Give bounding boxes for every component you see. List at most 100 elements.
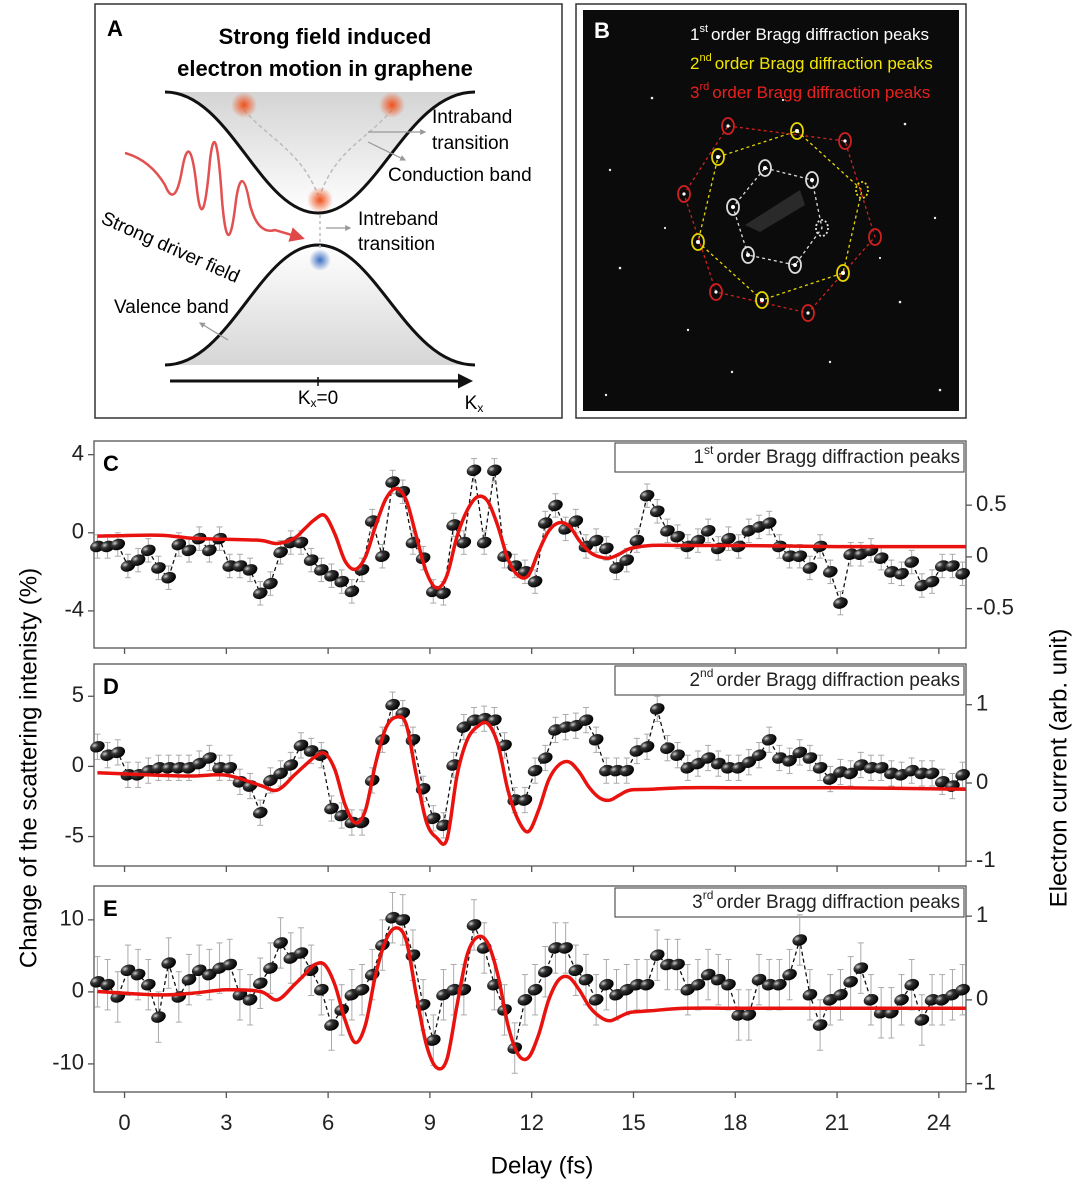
title-sup: rd (703, 888, 714, 902)
annotation: Conduction band (388, 165, 532, 186)
x-tick-label: 6 (322, 1110, 334, 1135)
data-point (955, 568, 970, 580)
y-tick-label: 0 (72, 519, 84, 544)
conduction-band-fill (165, 92, 475, 213)
data-point (772, 978, 787, 991)
data-point (263, 774, 278, 787)
data-point (782, 968, 797, 981)
data-point (344, 585, 360, 598)
data-point (945, 560, 960, 572)
panel-title: 2nd order Bragg diffraction peaks (689, 666, 960, 691)
panel-label: A (107, 16, 123, 41)
annotation-box (614, 442, 965, 473)
data-point (334, 809, 349, 822)
k-axis-label: Kx (465, 393, 484, 415)
data-point (873, 762, 889, 774)
y-tick-label: -10 (52, 1050, 84, 1075)
title-sup: nd (700, 666, 713, 680)
data-point (242, 564, 258, 576)
data-point (252, 806, 268, 819)
data-point (385, 476, 400, 488)
panel-label: B (594, 18, 610, 43)
data-point (812, 762, 828, 774)
data-point (487, 464, 502, 477)
y2-tick-label: 1 (976, 902, 988, 927)
data-point (324, 1019, 339, 1031)
data-point (649, 949, 665, 961)
data-point (639, 740, 655, 753)
title-number: 3 (692, 892, 703, 913)
driver-field-wave (124, 140, 305, 242)
legend-sup: rd (699, 81, 709, 93)
data-point (537, 752, 553, 764)
background-spots (604, 96, 942, 397)
annotation: Intreband (358, 209, 438, 230)
annotation: transition (358, 234, 435, 255)
data-point (741, 1009, 757, 1021)
data-point (700, 525, 716, 537)
data-point (639, 978, 655, 991)
hole (309, 249, 331, 271)
data-point (151, 1011, 166, 1023)
data-point (456, 536, 472, 549)
data-point (670, 749, 685, 761)
data-point (660, 525, 675, 537)
title-sup: st (704, 443, 714, 457)
data-point (548, 499, 563, 512)
data-point (466, 919, 482, 931)
legend-entry: 2nd order Bragg diffraction peaks (690, 52, 933, 74)
y2-tick-label: 0 (976, 986, 988, 1011)
data-point (792, 934, 808, 946)
legend-text: order Bragg diffraction peaks (711, 25, 929, 44)
data-point (711, 973, 726, 986)
data-point (426, 1034, 441, 1046)
legend-text: order Bragg diffraction peaks (712, 83, 930, 102)
data-point (293, 536, 309, 549)
electron (307, 187, 333, 213)
data-point (436, 819, 451, 832)
pointer (198, 322, 229, 341)
data-point (324, 802, 339, 815)
panel-label: D (103, 674, 119, 699)
data-point (802, 562, 818, 574)
data-point (222, 958, 238, 971)
y2-tick-label: -0.5 (976, 594, 1014, 619)
electron (379, 92, 405, 118)
data-point (283, 759, 299, 771)
data-point (130, 554, 146, 566)
data-point (588, 733, 604, 746)
data-point (517, 794, 533, 806)
data-point (894, 994, 909, 1006)
data-point (741, 756, 757, 768)
data-point (599, 978, 614, 991)
data-point (568, 515, 584, 527)
data-point (202, 968, 217, 981)
data-point (537, 965, 553, 978)
data-point (853, 962, 869, 974)
data-point (751, 749, 767, 761)
panel-title: 3rd order Bragg diffraction peaks (692, 888, 960, 913)
beam-block (745, 190, 805, 232)
data-point (700, 968, 716, 981)
y2-axis-label: Electron current (arb. unit) (1045, 629, 1072, 908)
data-point (802, 988, 818, 1001)
data-point (487, 714, 502, 726)
data-point (181, 973, 197, 986)
data-point (843, 767, 858, 780)
title-text: order Bragg diffraction peaks (716, 447, 960, 468)
data-point (90, 740, 105, 753)
title-number: 1 (693, 447, 704, 468)
valence-band-fill (165, 245, 475, 365)
y-tick-label: -5 (64, 822, 84, 847)
data-point (904, 556, 920, 568)
title-text: order Bragg diffraction peaks (716, 670, 960, 691)
data-point (161, 571, 176, 584)
data-point (660, 742, 675, 754)
data-point (588, 994, 604, 1006)
data-point (568, 964, 584, 977)
x-tick-label: 3 (220, 1110, 232, 1135)
data-point (395, 914, 411, 926)
y2-tick-label: 0 (976, 769, 988, 794)
